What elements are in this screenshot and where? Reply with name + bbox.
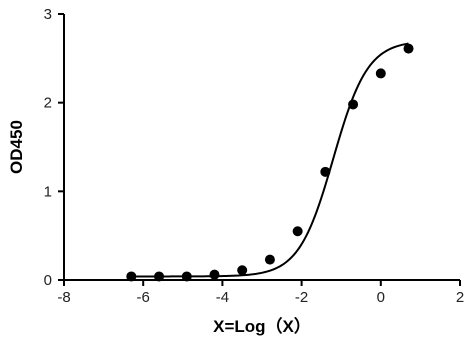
x-tick-label: -6 [137, 289, 150, 306]
x-axis-title: X=Log（X） [213, 316, 311, 336]
x-tick-label: -4 [216, 289, 229, 306]
data-point [292, 226, 303, 237]
data-point [154, 271, 165, 282]
axes [63, 14, 460, 281]
y-tick-label: 3 [44, 6, 52, 23]
x-tick-label: 0 [377, 289, 385, 306]
data-point [181, 271, 192, 282]
data-point [264, 254, 275, 265]
data-point [320, 166, 331, 177]
fit-curve [131, 42, 409, 278]
x-tick-label: 2 [456, 289, 464, 306]
data-point [348, 99, 359, 110]
data-point [403, 43, 414, 54]
data-point [126, 271, 137, 282]
x-ticks: -8 -6 -4 -2 0 2 [57, 280, 464, 306]
data-point [375, 68, 386, 79]
x-tick-label: -2 [295, 289, 308, 306]
y-tick-label: 1 [44, 183, 52, 200]
data-point [209, 269, 220, 280]
x-tick-label: -8 [57, 289, 70, 306]
data-points [126, 43, 414, 282]
y-ticks: 0 1 2 3 [44, 6, 64, 289]
data-point [237, 265, 248, 276]
y-axis-title: OD450 [7, 120, 26, 174]
y-tick-label: 0 [44, 272, 52, 289]
y-tick-label: 2 [44, 95, 52, 112]
